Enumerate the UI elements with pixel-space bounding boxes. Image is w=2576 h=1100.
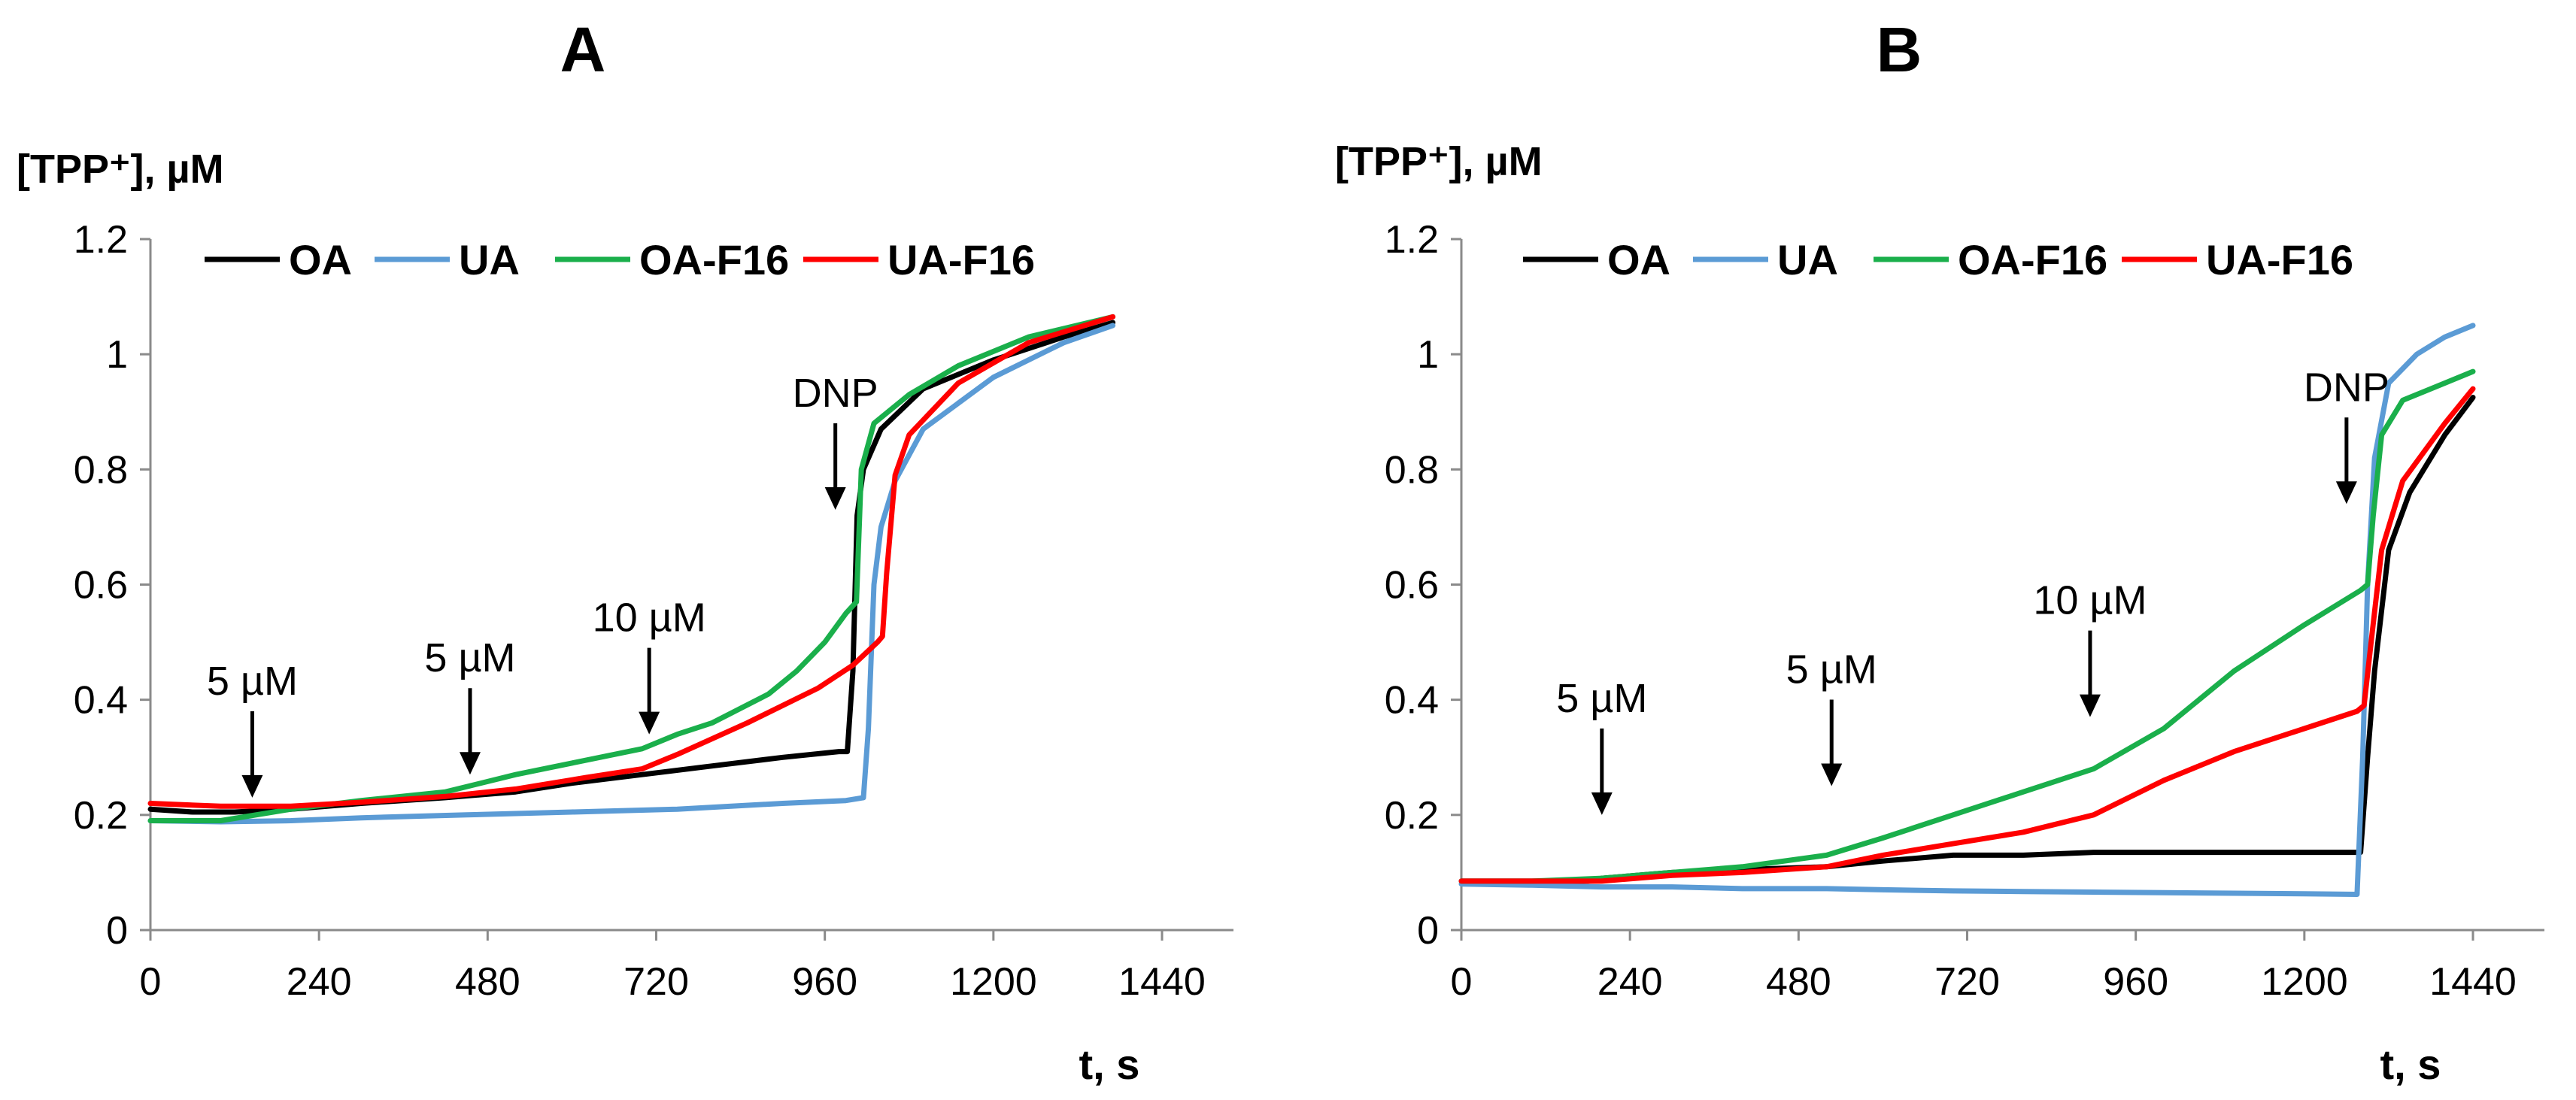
x-tick-label: 240	[287, 960, 352, 1004]
legend-label-oa: OA	[1607, 236, 1670, 283]
annotation-arrow-head	[241, 774, 263, 798]
annotation-arrow-head	[1821, 763, 1843, 786]
chart-panel-b: B [TPP⁺], µM t, s 0 0.2 0.4 0.6 0.8 1 1.2 0 240 480 7…	[1335, 14, 2544, 1088]
series-line-ua	[1458, 323, 2476, 897]
x-tick-label: 0	[140, 960, 162, 1004]
series-line-ua	[147, 323, 1116, 825]
panel-letter: B	[1877, 14, 1922, 85]
x-tick-label: 720	[1934, 960, 2000, 1004]
legend-label-ua: UA	[459, 236, 520, 283]
legend-label-ua: UA	[1777, 236, 1838, 283]
legend-label-ua-f16: UA-F16	[887, 236, 1035, 283]
chart-panel-a: A [TPP⁺], µM t, s 0 0.2 0.4 0.6 0.8 1 1.2 0 240 480 7…	[17, 14, 1233, 1088]
legend-label-ua-f16: UA-F16	[2206, 236, 2353, 283]
x-axis-label: t, s	[2380, 1041, 2441, 1088]
x-tick-label: 1440	[1118, 960, 1206, 1004]
series-line-oa-f16	[147, 314, 1116, 823]
annotation-arrow-head	[639, 711, 660, 735]
annotation-label: 10 µM	[2033, 578, 2147, 623]
y-tick-label: 0.8	[74, 448, 128, 492]
y-tick-label: 0.2	[74, 794, 128, 838]
annotation-arrow-head	[2079, 694, 2101, 717]
annotation-arrow-head	[2335, 481, 2357, 505]
y-tick-label: 0.6	[1385, 564, 1439, 608]
x-tick-label: 720	[624, 960, 689, 1004]
y-tick-label: 1	[106, 333, 128, 377]
annotation-label: 5 µM	[1786, 647, 1877, 692]
x-tick-label: 240	[1597, 960, 1663, 1004]
series-line-ua-f16	[147, 314, 1116, 809]
annotation-label: DNP	[793, 371, 878, 416]
y-axis-label: [TPP⁺], µM	[1335, 139, 1543, 184]
annotation-label: DNP	[2304, 365, 2389, 410]
annotation-label: 5 µM	[1556, 676, 1647, 721]
y-tick-label: 1.2	[1385, 218, 1439, 262]
x-tick-label: 480	[455, 960, 520, 1004]
y-tick-label: 0.4	[74, 679, 128, 723]
annotation-arrow-head	[1591, 792, 1613, 815]
y-axis-label: [TPP⁺], µM	[17, 147, 224, 192]
y-tick-label: 0	[1417, 909, 1439, 953]
y-tick-label: 0.6	[74, 564, 128, 608]
x-tick-label: 960	[792, 960, 857, 1004]
x-axis-label: t, s	[1079, 1041, 1140, 1088]
y-tick-label: 0.2	[1385, 794, 1439, 838]
series-line-ua-f16	[1458, 386, 2476, 884]
annotation-label: 10 µM	[593, 595, 706, 641]
x-tick-label: 0	[1451, 960, 1473, 1004]
x-tick-label: 1200	[950, 960, 1037, 1004]
annotation-arrow-head	[459, 752, 481, 775]
series-line-oa-f16	[1458, 368, 2476, 884]
y-tick-label: 0.4	[1385, 679, 1439, 723]
x-tick-label: 960	[2103, 960, 2168, 1004]
y-tick-label: 0	[106, 909, 128, 953]
x-tick-label: 480	[1766, 960, 1831, 1004]
annotation-label: 5 µM	[424, 635, 515, 680]
y-tick-label: 0.8	[1385, 448, 1439, 492]
annotation-arrow-head	[824, 486, 846, 510]
legend-label-oa: OA	[289, 236, 352, 283]
panel-letter: A	[560, 14, 606, 85]
y-tick-label: 1	[1417, 333, 1439, 377]
legend-label-oa-f16: OA-F16	[1958, 236, 2107, 283]
y-tick-label: 1.2	[74, 218, 128, 262]
legend-label-oa-f16: OA-F16	[639, 236, 789, 283]
annotation-label: 5 µM	[207, 659, 298, 704]
x-tick-label: 1440	[2429, 960, 2517, 1004]
x-tick-label: 1200	[2261, 960, 2348, 1004]
